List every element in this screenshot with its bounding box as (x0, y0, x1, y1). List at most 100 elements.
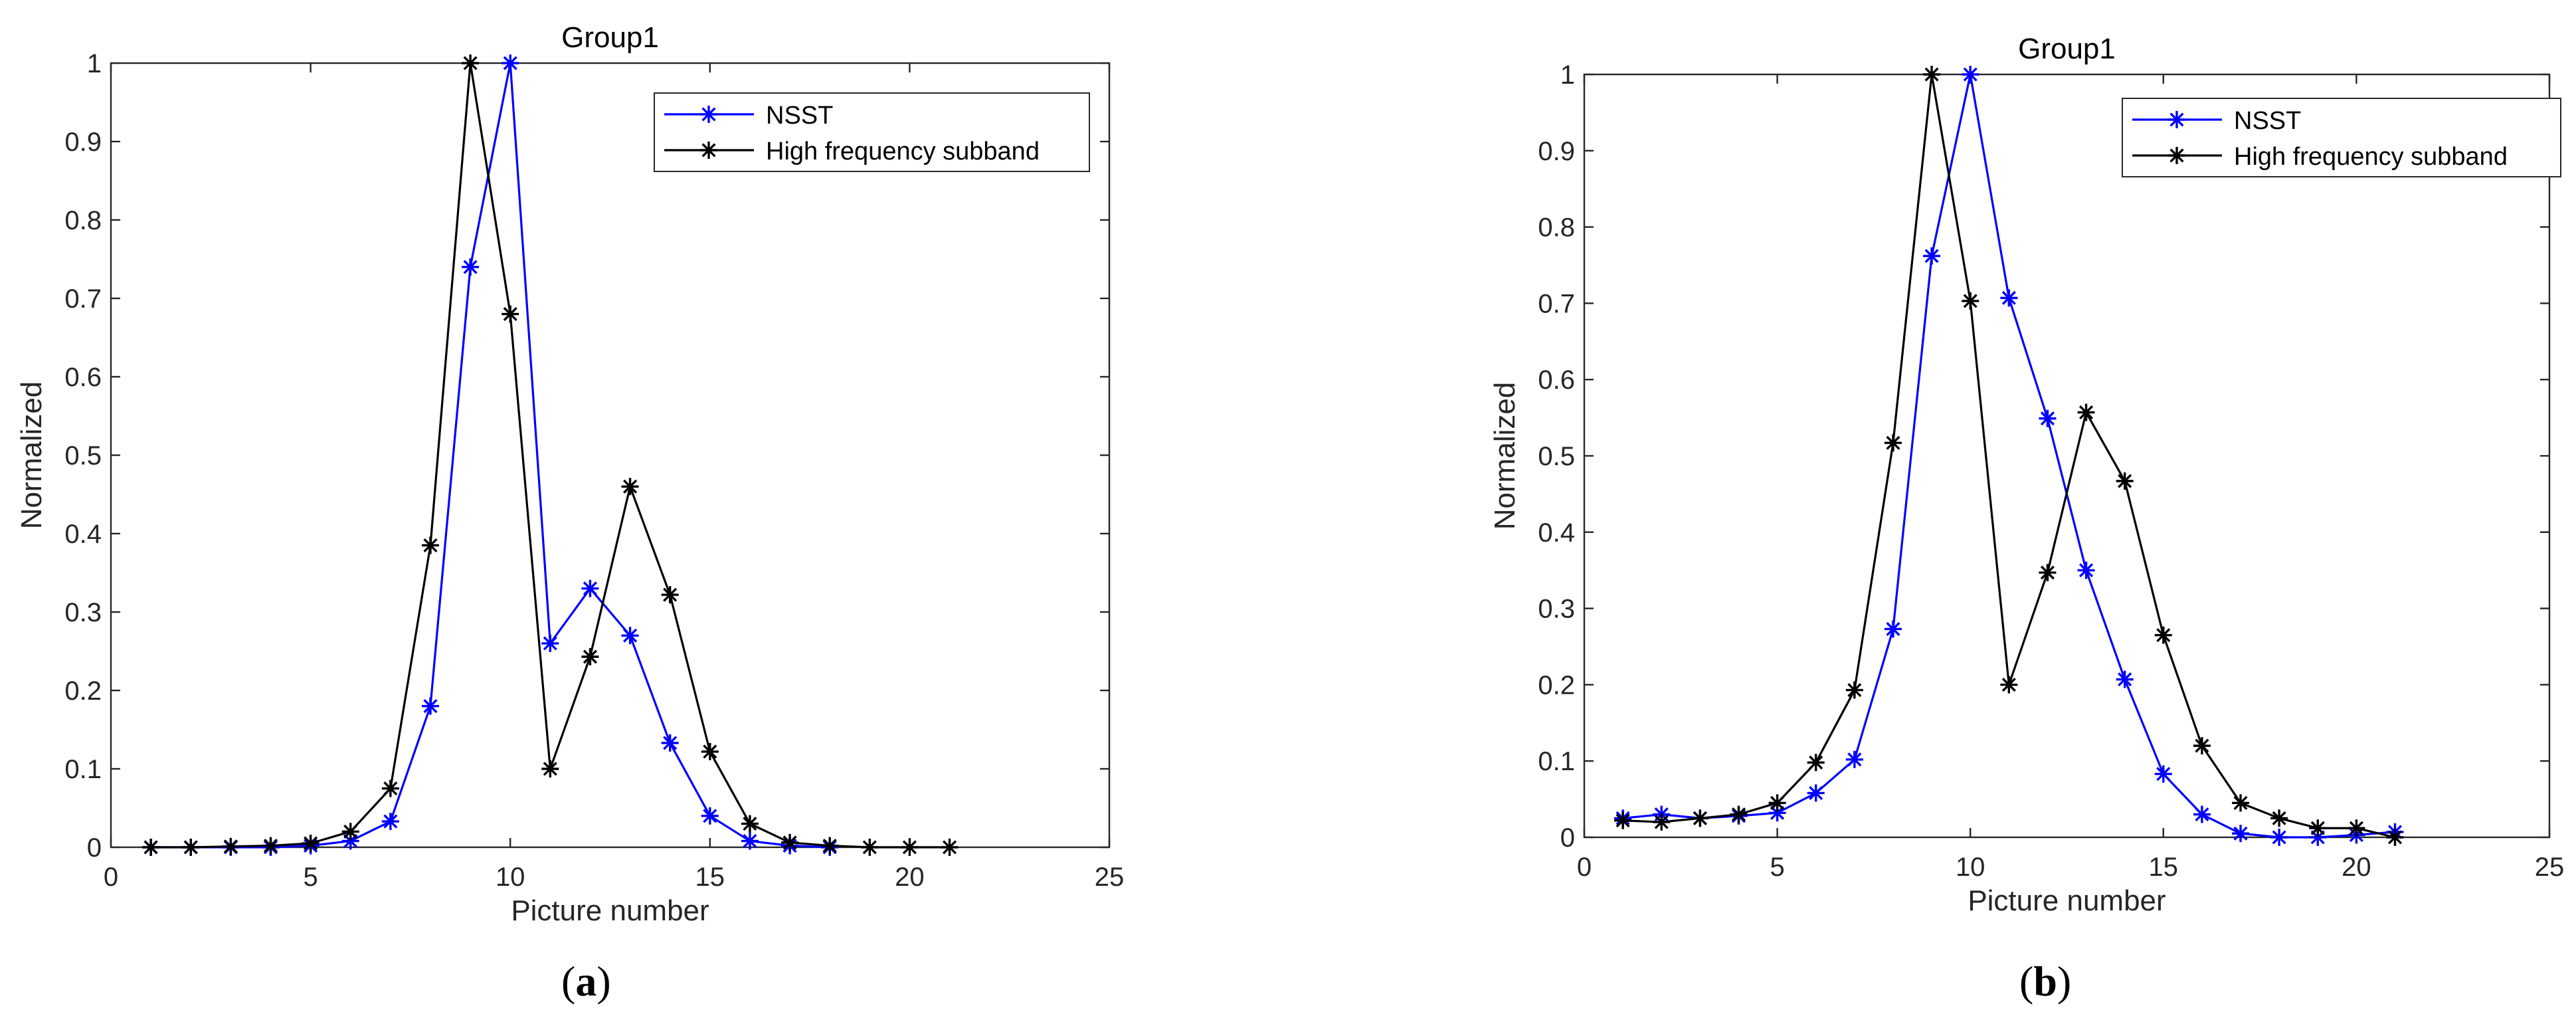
data-point (2270, 809, 2288, 827)
y-tick-label: 0.5 (1538, 442, 1575, 471)
y-tick-label: 0.9 (64, 128, 102, 157)
data-point (1691, 809, 1709, 827)
chart-b: 0 5 10 15 20 25 0 0.1 0.2 0.3 0.4 0.5 0.6 0.7 0.8 0.9 1 G… (1489, 33, 2564, 917)
data-point (2193, 737, 2211, 755)
chart-a: 0 5 10 15 20 25 0 0.1 0.2 0.3 0.4 0.5 0.6 0.7 0.8 0.9 1 G… (15, 21, 1124, 927)
data-point (661, 586, 679, 604)
data-point (2077, 562, 2095, 579)
data-point (541, 635, 559, 653)
legend-marker (700, 106, 717, 123)
y-axis-label: Normalized (1489, 382, 1521, 530)
series-1 (142, 54, 959, 856)
legend-marker (2168, 111, 2185, 128)
x-tick-label: 0 (104, 863, 118, 892)
data-point (861, 839, 879, 856)
data-point (2000, 676, 2018, 694)
x-axis-label: Picture number (511, 894, 709, 927)
data-point (901, 839, 919, 856)
data-point (421, 536, 439, 554)
data-point (2193, 805, 2211, 823)
data-point (2386, 829, 2404, 846)
legend-box (2122, 98, 2561, 177)
y-tick-label: 0.7 (1538, 289, 1575, 318)
y-tick-label: 0.4 (1538, 518, 1575, 548)
data-point (2270, 829, 2288, 846)
legend: NSST High frequency subband (2122, 98, 2561, 177)
chart-title: Group1 (561, 21, 659, 54)
data-point (2309, 819, 2327, 837)
legend-label: NSST (766, 102, 833, 130)
x-tick-label: 5 (1770, 853, 1784, 882)
x-tick-label: 25 (2535, 853, 2565, 882)
data-point (2232, 794, 2250, 812)
y-tick-label: 0.6 (1538, 365, 1575, 395)
data-point (701, 807, 719, 825)
data-point (1923, 66, 1941, 83)
legend: NSST High frequency subband (654, 92, 1090, 172)
data-point (581, 648, 599, 666)
y-tick-label: 0 (87, 833, 102, 863)
data-point (341, 823, 359, 841)
y-tick-label: 0.1 (1538, 747, 1575, 776)
plot-area (110, 62, 1111, 849)
data-point (222, 837, 240, 855)
y-tick-label: 0.9 (1538, 137, 1575, 166)
data-point (262, 837, 280, 855)
chart-title: Group1 (2018, 33, 2116, 65)
data-point (1962, 66, 1979, 83)
y-tick-label: 1 (87, 49, 102, 78)
data-point (2039, 564, 2057, 581)
data-point (1807, 754, 1825, 772)
legend-entry: NSST (2132, 107, 2301, 135)
data-point (142, 839, 160, 856)
y-tick-label: 0.1 (64, 755, 102, 784)
data-point (701, 743, 719, 761)
data-point (2154, 765, 2172, 783)
legend-entry: High frequency subband (2132, 143, 2508, 171)
legend-label: High frequency subband (766, 138, 1040, 165)
data-point (1653, 813, 1671, 831)
plot-area (1583, 73, 2551, 839)
data-point (661, 734, 679, 752)
x-tick-label: 10 (496, 863, 525, 892)
y-tick-label: 0.6 (64, 363, 102, 392)
data-point (2116, 670, 2134, 688)
data-point (1768, 794, 1786, 812)
x-tick-label: 25 (1095, 863, 1125, 892)
data-point (741, 832, 759, 850)
legend-marker (700, 142, 717, 159)
y-tick-label: 1 (1560, 60, 1575, 90)
data-point (541, 760, 559, 777)
panel-label-a: (a) (561, 958, 611, 1005)
data-point (302, 835, 320, 853)
data-point (941, 839, 959, 856)
data-point (581, 579, 599, 597)
x-tick-label: 5 (303, 863, 318, 892)
legend-label: NSST (2234, 107, 2301, 135)
data-point (2077, 403, 2095, 421)
data-point (182, 839, 200, 856)
data-point (462, 54, 480, 72)
data-point (621, 627, 639, 645)
legend-marker (2168, 147, 2185, 164)
y-tick-label: 0.8 (64, 206, 102, 235)
legend-box (654, 92, 1090, 172)
data-point (421, 697, 439, 715)
legend-entry: High frequency subband (664, 138, 1040, 165)
data-point (781, 833, 799, 851)
data-point (502, 54, 519, 72)
y-tick-label: 0.8 (1538, 213, 1575, 243)
x-tick-label: 10 (1956, 853, 1985, 882)
y-axis-label: Normalized (15, 381, 48, 530)
y-tick-label: 0.3 (1538, 595, 1575, 624)
data-point (1923, 247, 1941, 265)
data-point (2232, 825, 2250, 843)
data-point (1614, 811, 1632, 829)
data-point (821, 837, 839, 855)
y-tick-label: 0.2 (1538, 670, 1575, 700)
y-tick-label: 0.4 (64, 520, 102, 549)
data-point (1884, 620, 1902, 638)
data-point (2116, 472, 2134, 490)
series-1 (1614, 66, 2404, 846)
